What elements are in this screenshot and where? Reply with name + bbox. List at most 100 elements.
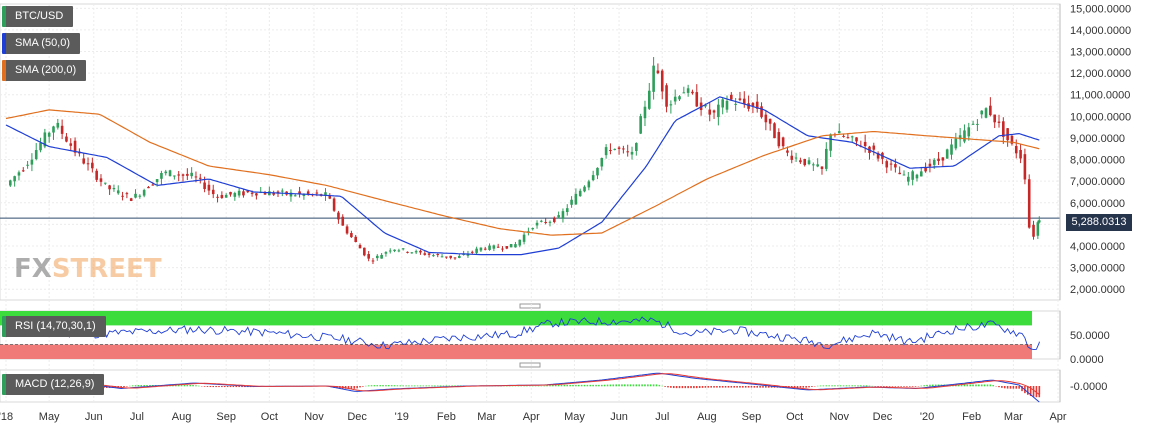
x-tick-label: '20 [920,411,934,423]
candle-body [125,193,129,195]
candle-body [1006,128,1009,141]
macd-bar [739,386,741,388]
macd-bar [621,384,623,387]
macd-bar [350,386,353,389]
macd-bar [929,384,931,387]
panel-resize-handle[interactable] [519,303,541,309]
candle-body [229,191,232,195]
macd-bar [396,385,399,387]
x-tick-label: Jun [610,411,628,423]
candle-body [725,100,729,110]
candle-body [371,260,375,262]
candle-body [345,226,349,234]
x-tick-label: Oct [786,411,803,423]
candle-body [945,149,949,159]
macd-bar [448,385,451,387]
macd-bar [1001,386,1003,388]
candle-body [406,251,409,253]
macd-bar [681,386,684,389]
macd-bar [793,386,796,388]
macd-bar [379,385,381,387]
macd-bar [978,384,980,387]
x-tick-label: Mar [477,411,496,423]
legend-rsi[interactable]: RSI (14,70,30,1) [2,316,106,337]
macd-bar [742,386,744,388]
macd-bar [687,386,689,389]
x-tick-label: May [564,411,585,423]
candle-body [816,164,819,167]
macd-bar [828,385,830,387]
macd-bar [367,385,370,387]
panel-resize-handle[interactable] [519,362,541,368]
macd-bar [790,386,793,388]
macd-bar [802,386,805,388]
y-tick-label: 10,000.0000 [1070,111,1131,123]
candle-body [86,163,90,165]
macd-bar [560,384,563,387]
candle-body [250,192,254,194]
candle-body [889,163,893,165]
candle-body [807,160,811,165]
candle-body [997,121,1001,123]
candle-body [932,159,936,165]
candle-body [825,148,828,169]
macd-bar [373,385,376,387]
macd-bar [189,385,192,387]
candle-body [367,254,370,259]
macd-bar [232,386,235,388]
legend-sma200[interactable]: SMA (200,0) [2,60,87,81]
candle-body [751,102,755,107]
candle-body [237,190,241,196]
candle-body [281,190,284,192]
macd-bar [436,385,439,387]
macd-bar [388,385,390,387]
candle-body [1002,121,1005,137]
macd-bar [992,385,995,387]
candle-body [121,195,124,197]
macd-bar [557,384,560,387]
legend-sma50[interactable]: SMA (50,0) [2,33,81,54]
candle-body [21,170,25,172]
candle-body [924,166,927,172]
macd-bar [667,386,669,388]
macd-bar [434,385,436,387]
candle-body [764,114,768,123]
macd-bar [678,386,681,389]
candle-body [721,99,724,108]
macd-bar [989,384,992,387]
macd-bar [359,386,361,388]
macd-bar [626,384,629,387]
candle-body [91,162,94,169]
macd-bar [408,385,410,387]
candle-body [829,134,832,151]
x-tick-label: Dec [873,411,893,423]
macd-bar [140,385,143,387]
macd-bar [569,384,571,387]
macd-bar [811,386,813,387]
macd-bar [672,386,675,389]
legend-macd[interactable]: MACD (12,26,9) [2,374,105,395]
x-tick-label: Mar [1004,411,1023,423]
macd-bar [422,385,425,387]
candle-body [466,253,470,256]
macd-bar [753,386,756,388]
candle-body [583,186,586,192]
y-tick-label: 15,000.0000 [1070,3,1131,15]
macd-bar [690,386,692,389]
macd-signal-line [6,373,1040,397]
macd-bar [647,384,649,387]
macd-bar [1012,386,1015,389]
macd-bar [885,386,888,387]
x-tick-label: '18 [0,411,13,423]
macd-bar [244,386,246,388]
candle-body [39,142,42,151]
current-price-tag: 5,288.0313 [1066,214,1132,231]
macd-bar [744,386,747,388]
macd-bar [661,385,664,387]
legend-symbol[interactable]: BTC/USD [2,6,74,27]
macd-bar [721,386,724,388]
candle-body [388,250,392,252]
candle-body [578,190,582,197]
macd-bar [126,386,128,387]
